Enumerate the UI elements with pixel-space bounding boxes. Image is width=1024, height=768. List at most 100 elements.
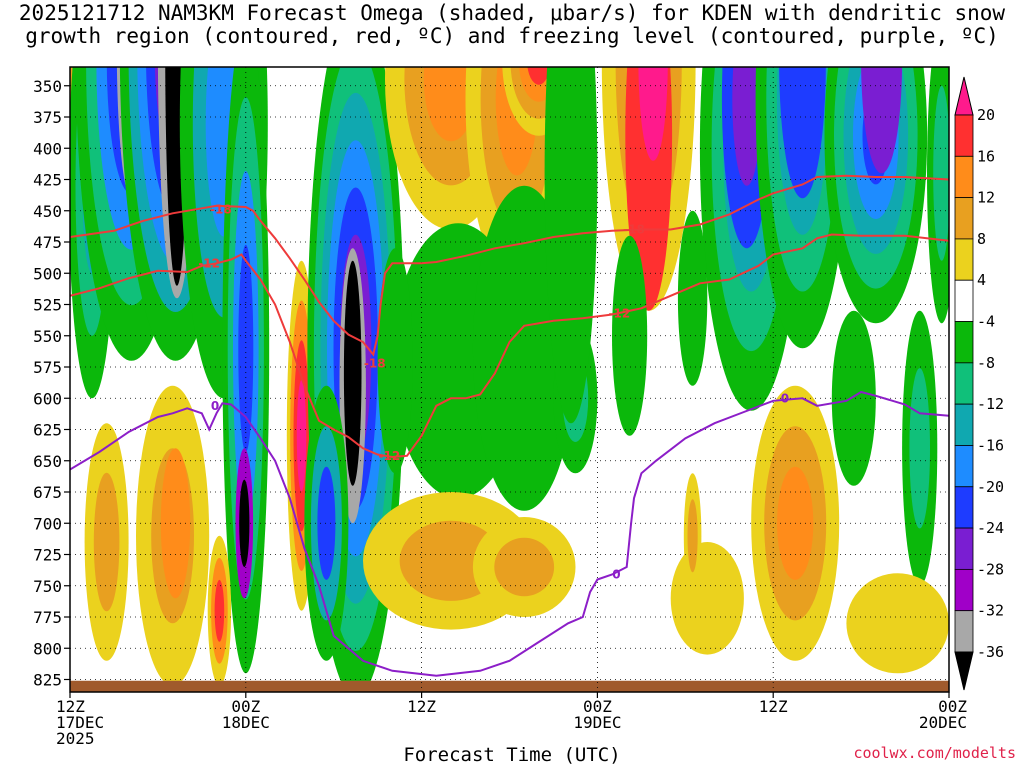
- y-tick-label-650: 650: [33, 452, 62, 471]
- omega-shade-38-1: [933, 85, 949, 261]
- y-tick-label-725: 725: [33, 546, 62, 565]
- omega-shade-44-0: [612, 235, 648, 436]
- colorbar-swatch-2: [954, 197, 974, 240]
- omega-shading: [70, 67, 949, 692]
- colorbar-label-8: -16: [977, 436, 1004, 454]
- x-tick-label-12-0: 00Z: [231, 697, 260, 716]
- y-tick-label-825: 825: [33, 671, 62, 690]
- colorbar-label-6: -8: [977, 354, 995, 372]
- colorbar-label-1: 16: [977, 147, 995, 165]
- omega-shade-33-1: [732, 67, 762, 186]
- colorbar-label-3: 8: [977, 230, 986, 248]
- omega-shade-14-3: [296, 380, 307, 492]
- colorbar-label-9: -20: [977, 478, 1004, 496]
- x-tick-label-48-0: 12Z: [759, 697, 788, 716]
- y-tick-label-600: 600: [33, 389, 62, 408]
- contour-labels: -18 -18 -18 -12 -12 -12 0 0 0: [198, 203, 789, 582]
- contour-label-t-minus18-0: -18: [210, 203, 232, 217]
- omega-shade-37-0: [861, 67, 903, 174]
- colorbar-label-5: -4: [977, 313, 995, 331]
- y-axis-pressure: 350 375 400 425 450 475 500 525 550 575 600 625 650 6…: [33, 77, 70, 690]
- x-tick-label-24-0: 12Z: [407, 697, 436, 716]
- colorbar-swatch-9: [954, 486, 974, 529]
- omega-shade-28-0: [544, 67, 598, 424]
- y-tick-label-375: 375: [33, 108, 62, 127]
- y-tick-label-425: 425: [33, 171, 62, 190]
- omega-shade-18-2: [317, 466, 336, 580]
- y-tick-label-625: 625: [33, 421, 62, 440]
- contour-label-t-minus12-2: -12: [609, 306, 631, 320]
- ground-surface: [70, 680, 949, 692]
- omega-shade-46-1: [687, 499, 698, 573]
- colorbar-swatch-3: [954, 238, 974, 281]
- colorbar-swatch-8: [954, 445, 974, 488]
- y-tick-label-350: 350: [33, 77, 62, 96]
- omega-shade-13-2: [214, 579, 225, 642]
- terrain-surface: [70, 680, 949, 692]
- omega-shade-27-1: [494, 537, 555, 597]
- omega-shade-25-0: [377, 248, 413, 474]
- y-tick-label-400: 400: [33, 139, 62, 158]
- colorbar-swatch-7: [954, 403, 974, 446]
- colorbar-swatch-6: [954, 362, 974, 405]
- colorbar-swatch-1: [954, 155, 974, 199]
- contour-t-minus12: [70, 233, 949, 459]
- y-tick-label-550: 550: [33, 327, 62, 346]
- contour-label-freezing-level-1: 0: [612, 568, 620, 582]
- omega-shade-35-0: [779, 67, 826, 199]
- omega-shade-45-0: [677, 210, 708, 386]
- contour-label-t-minus18-1: -18: [364, 356, 386, 370]
- omega-shade-39-1: [909, 368, 930, 529]
- omega-shade-43-0: [670, 542, 744, 655]
- colorbar-swatch-4: [954, 279, 974, 322]
- colorbar-label-7: -12: [977, 395, 1004, 413]
- colorbar-label-10: -24: [977, 519, 1004, 537]
- colorbar-bottom-arrow: [954, 651, 974, 691]
- colorbar-swatch-0: [954, 114, 974, 157]
- omega-shade-9-1: [239, 479, 250, 567]
- omega-shade-31-0: [638, 67, 668, 161]
- colorbar-label-2: 12: [977, 189, 995, 207]
- chart-title: 2025121712 NAM3KM Forecast Omega (shaded…: [0, 2, 1024, 48]
- y-tick-label-700: 700: [33, 514, 62, 533]
- x-tick-label-36-1: 19DEC: [573, 713, 621, 732]
- colorbar-label-13: -36: [977, 643, 1004, 661]
- y-tick-label-500: 500: [33, 264, 62, 283]
- y-tick-label-675: 675: [33, 483, 62, 502]
- omega-shade-19-2: [423, 67, 478, 142]
- x-tick-label-36-0: 00Z: [583, 697, 612, 716]
- contour-freezing-level: [70, 390, 949, 677]
- x-tick-label-12-1: 18DEC: [222, 713, 270, 732]
- y-tick-label-475: 475: [33, 233, 62, 252]
- credit-text: coolwx.com/modelts: [853, 744, 1016, 762]
- chart-title-line-1: 2025121712 NAM3KM Forecast Omega (shaded…: [18, 1, 1006, 25]
- y-tick-label-750: 750: [33, 577, 62, 596]
- x-tick-label-60-1: 20DEC: [919, 713, 967, 732]
- y-tick-label-450: 450: [33, 202, 62, 221]
- contour-label-t-minus18-2: -18: [623, 223, 645, 237]
- y-tick-label-775: 775: [33, 608, 62, 627]
- colorbar-label-12: -32: [977, 602, 1004, 620]
- colorbar-label-0: 20: [977, 106, 995, 124]
- colorbar-swatch-5: [954, 321, 974, 364]
- contour-label-t-minus12-1: -12: [379, 449, 401, 463]
- x-tick-label-60-0: 00Z: [938, 697, 967, 716]
- omega-shade-40-0: [831, 310, 876, 486]
- chart-title-line-2: growth region (contoured, red, ºC) and f…: [25, 24, 999, 48]
- contour-lines: [70, 174, 949, 677]
- contour-label-t-minus12-0: -12: [198, 256, 220, 270]
- omega-shade-17-0: [343, 260, 362, 486]
- x-tick-label-0-2: 2025: [56, 729, 95, 748]
- x-tick-label-0-0: 12Z: [56, 697, 85, 716]
- colorbar-swatch-10: [954, 527, 974, 570]
- colorbar-label-11: -28: [977, 560, 1004, 578]
- colorbar: 20 16 12 8 4 -4 -8 -12 -16 -20 -24 -28 -32 -36: [954, 76, 1004, 691]
- omega-shade-21-3: [527, 67, 551, 85]
- y-tick-label-525: 525: [33, 296, 62, 315]
- y-tick-label-800: 800: [33, 639, 62, 658]
- x-axis-label: Forecast Time (UTC): [403, 744, 621, 766]
- colorbar-swatch-11: [954, 568, 974, 612]
- omega-shade-42-0: [846, 573, 949, 674]
